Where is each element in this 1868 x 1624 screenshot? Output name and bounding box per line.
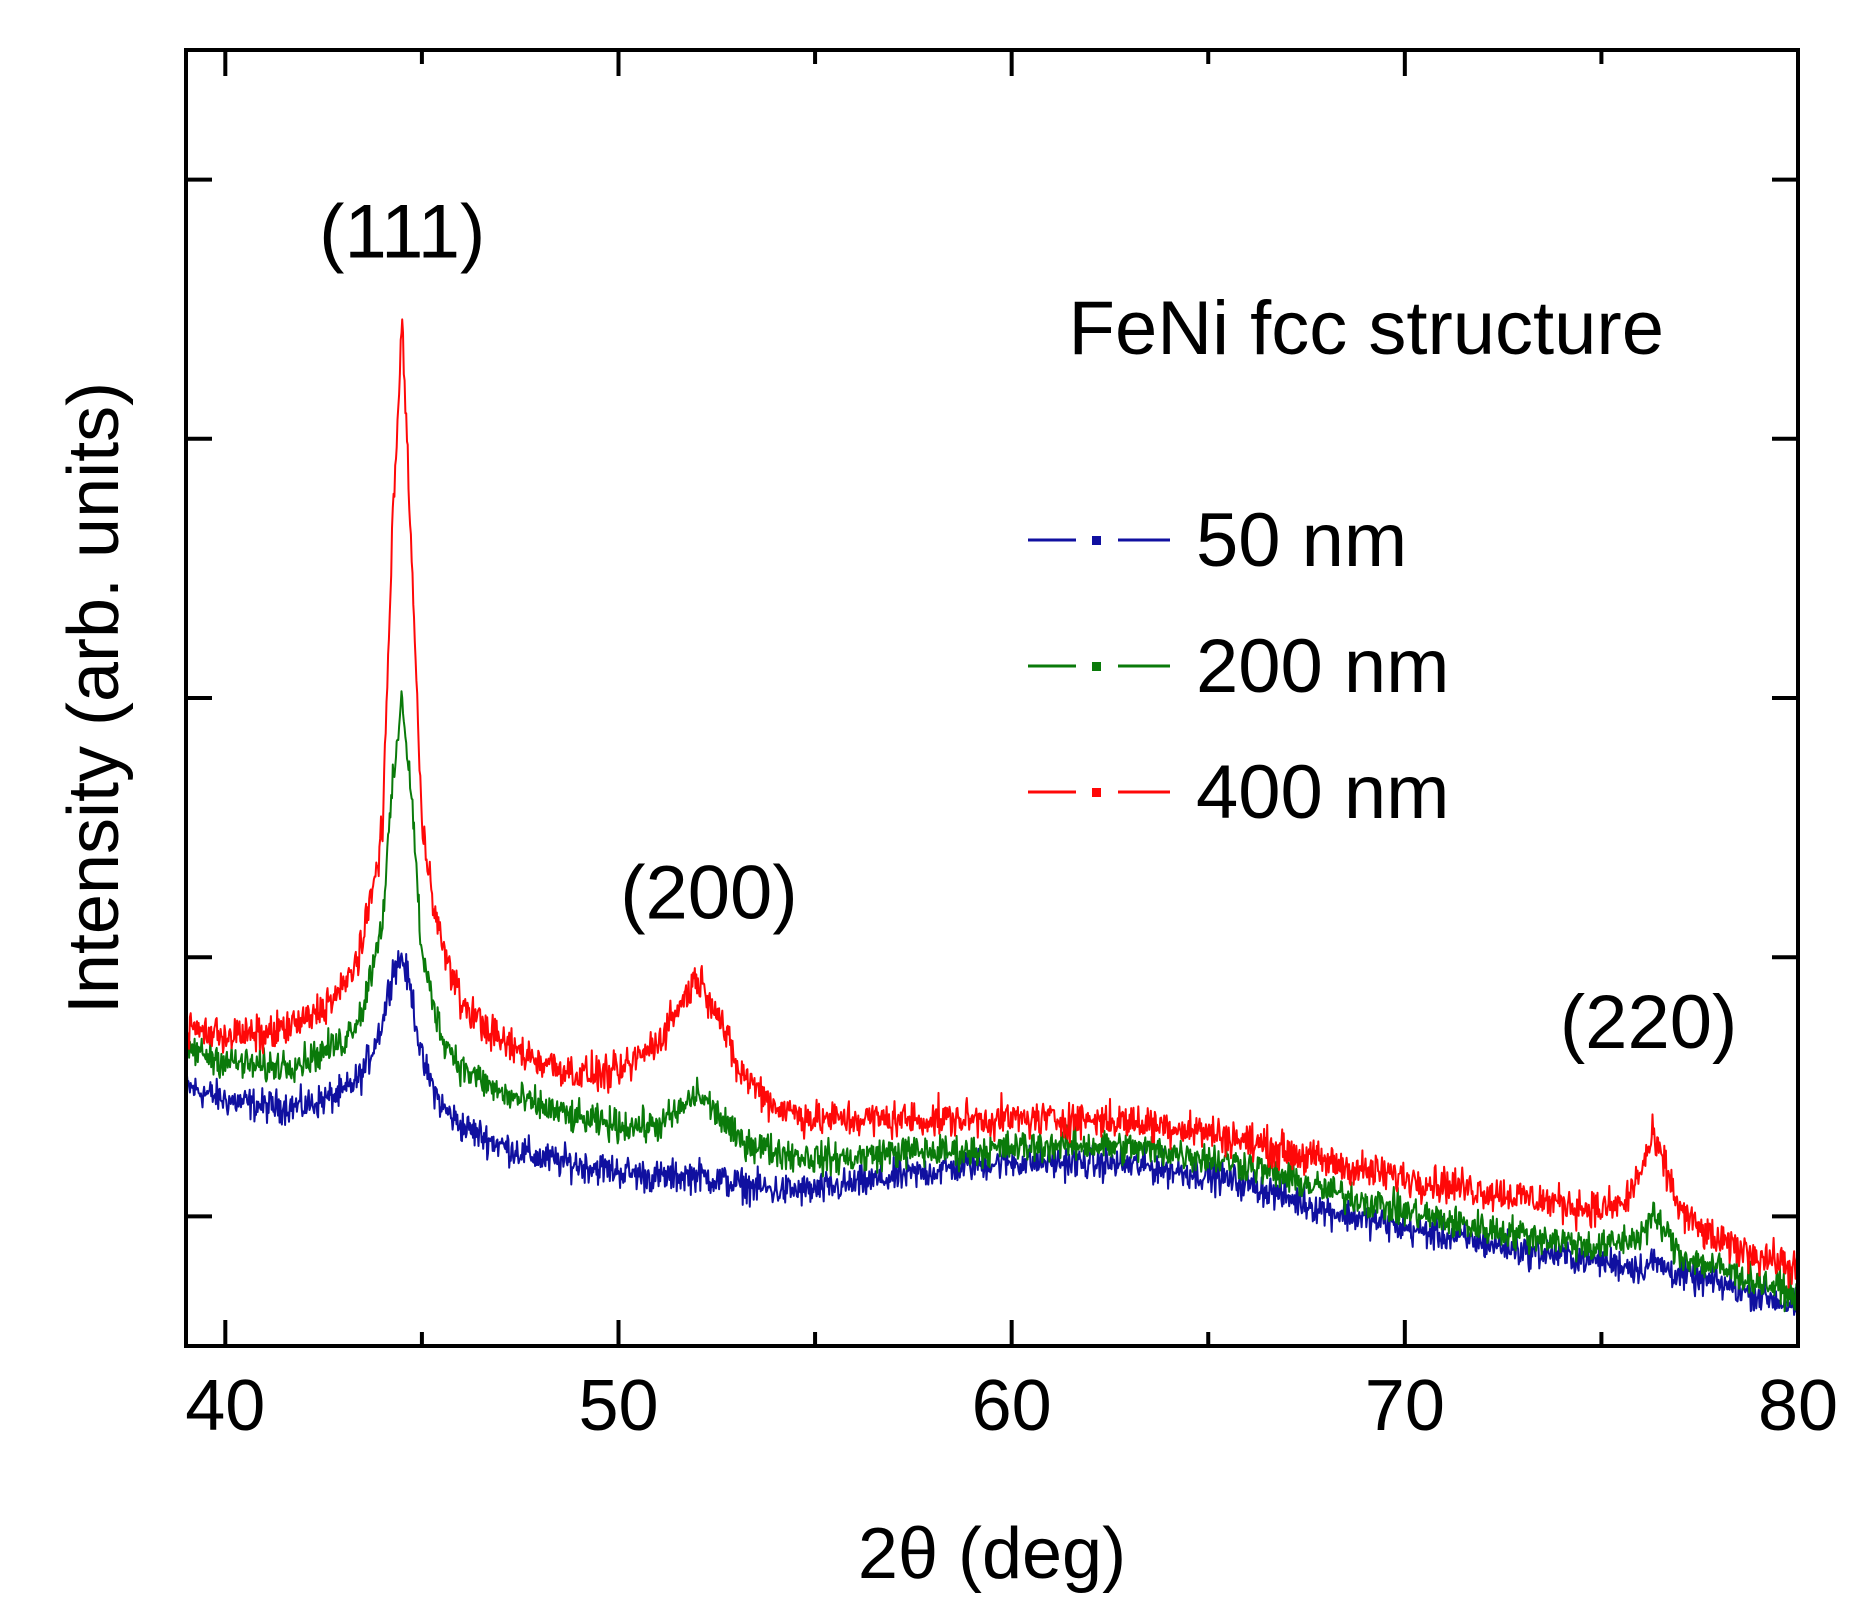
plot-title: FeNi fcc structure (1069, 286, 1664, 371)
series-line-50-nm (185, 950, 1799, 1318)
annotation-layer: (111) (200) (220) (319, 189, 1737, 1065)
series-line-200-nm (185, 690, 1799, 1313)
y-axis-title: Intensity (arb. units) (54, 382, 134, 1014)
legend-label-200-nm: 200 nm (1196, 624, 1450, 709)
legend-marker-200-nm (1092, 662, 1101, 671)
peak-annotation: (111) (319, 189, 485, 274)
x-tick-label: 70 (1365, 1366, 1445, 1446)
x-axis-title: 2θ (deg) (858, 1514, 1126, 1594)
legend: 50 nm 200 nm 400 nm (1028, 498, 1450, 835)
legend-marker-50-nm (1092, 536, 1101, 545)
tick-layer (186, 50, 1800, 1346)
legend-marker-400-nm (1092, 788, 1101, 797)
x-tick-labels: 40 50 60 70 80 (185, 1366, 1838, 1446)
x-tick-label: 60 (972, 1366, 1052, 1446)
x-tick-label: 40 (185, 1366, 265, 1446)
series-line-400-nm (185, 318, 1799, 1289)
legend-label-50-nm: 50 nm (1196, 498, 1407, 583)
x-tick-label: 80 (1758, 1366, 1838, 1446)
peak-annotation: (220) (1560, 980, 1737, 1065)
peak-annotation: (200) (620, 850, 797, 935)
legend-label-400-nm: 400 nm (1196, 750, 1450, 835)
x-tick-label: 50 (578, 1366, 658, 1446)
series-layer (185, 318, 1799, 1318)
